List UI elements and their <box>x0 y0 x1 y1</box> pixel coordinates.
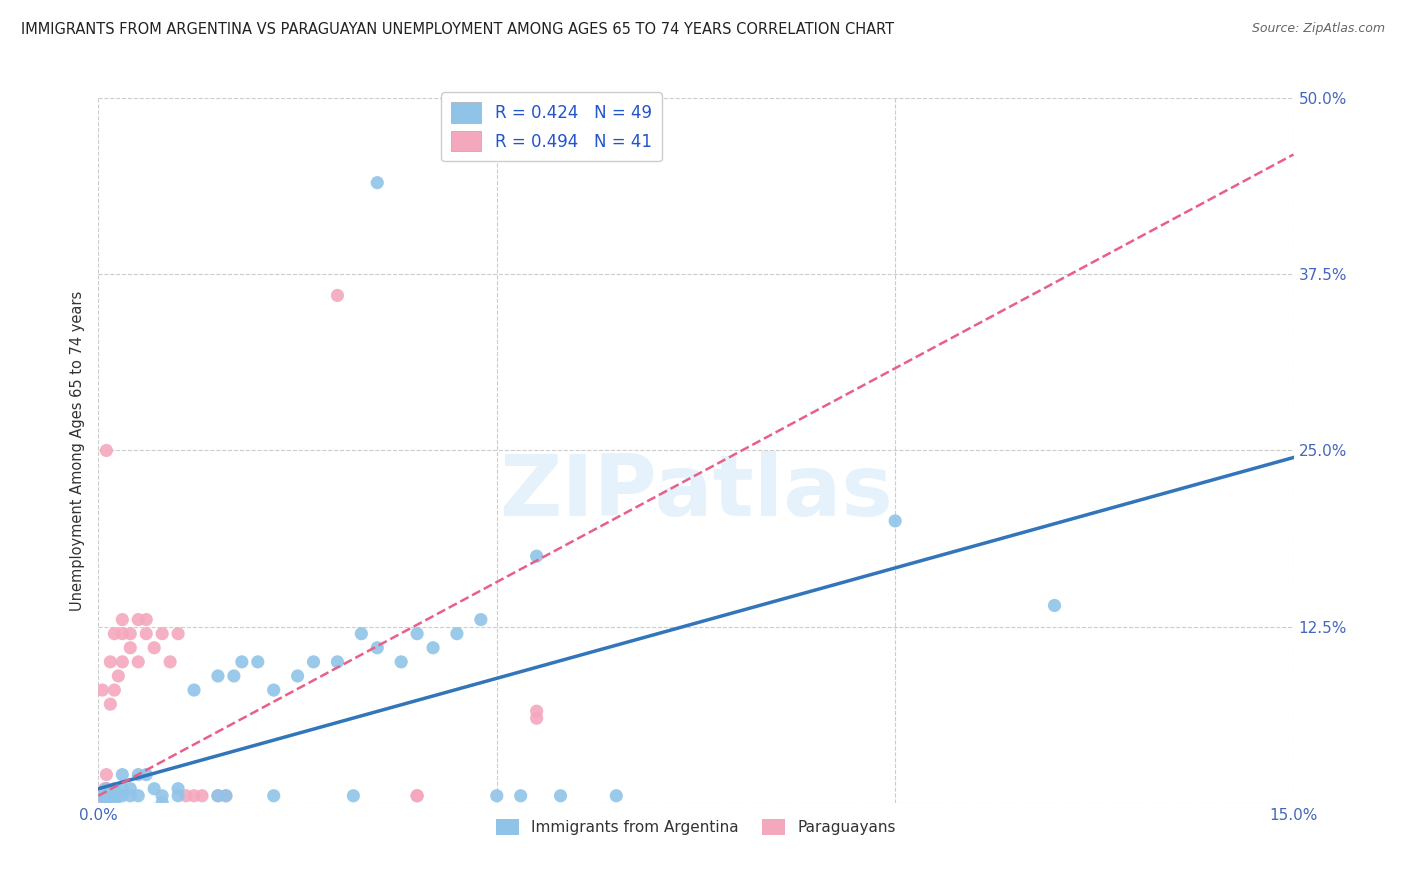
Point <box>111 767 134 781</box>
Legend: Immigrants from Argentina, Paraguayans: Immigrants from Argentina, Paraguayans <box>491 813 901 841</box>
Point <box>159 655 181 669</box>
Point <box>884 514 907 528</box>
Point <box>509 789 531 803</box>
Point <box>183 683 205 698</box>
Point <box>150 626 173 640</box>
Point <box>120 626 142 640</box>
Point <box>96 781 118 796</box>
Point <box>350 626 373 640</box>
Point <box>91 789 114 803</box>
Point <box>96 789 118 803</box>
Point <box>287 669 309 683</box>
Point <box>96 796 118 810</box>
Point <box>98 697 122 711</box>
Point <box>98 789 122 803</box>
Point <box>143 640 166 655</box>
Point <box>96 796 118 810</box>
Point <box>406 789 429 803</box>
Point <box>167 781 190 796</box>
Point <box>127 767 149 781</box>
Point <box>135 613 157 627</box>
Point <box>526 549 548 564</box>
Point <box>103 789 125 803</box>
Text: IMMIGRANTS FROM ARGENTINA VS PARAGUAYAN UNEMPLOYMENT AMONG AGES 65 TO 74 YEARS C: IMMIGRANTS FROM ARGENTINA VS PARAGUAYAN … <box>21 22 894 37</box>
Point <box>550 789 572 803</box>
Point <box>222 669 245 683</box>
Point <box>167 626 190 640</box>
Point <box>143 781 166 796</box>
Point <box>231 655 253 669</box>
Point <box>366 640 388 655</box>
Point <box>103 626 125 640</box>
Point <box>111 613 134 627</box>
Point <box>326 288 349 302</box>
Point <box>406 789 429 803</box>
Point <box>96 789 118 803</box>
Point <box>96 789 118 803</box>
Point <box>98 655 122 669</box>
Y-axis label: Unemployment Among Ages 65 to 74 years: Unemployment Among Ages 65 to 74 years <box>69 290 84 611</box>
Point <box>470 613 492 627</box>
Point <box>215 789 238 803</box>
Point <box>127 613 149 627</box>
Point <box>526 704 548 718</box>
Point <box>91 789 114 803</box>
Point <box>366 176 388 190</box>
Point <box>150 789 173 803</box>
Point <box>120 781 142 796</box>
Point <box>111 781 134 796</box>
Point <box>103 683 125 698</box>
Point <box>98 789 122 803</box>
Point <box>120 789 142 803</box>
Point <box>96 781 118 796</box>
Point <box>167 789 190 803</box>
Point <box>326 655 349 669</box>
Point <box>94 789 117 803</box>
Point <box>127 655 149 669</box>
Point <box>207 789 229 803</box>
Point <box>107 789 129 803</box>
Point <box>135 626 157 640</box>
Point <box>111 789 134 803</box>
Point <box>91 796 114 810</box>
Point <box>485 789 508 803</box>
Point <box>526 711 548 725</box>
Point <box>150 796 173 810</box>
Point <box>246 655 269 669</box>
Point <box>389 655 412 669</box>
Point <box>127 789 149 803</box>
Point <box>96 767 118 781</box>
Point <box>422 640 444 655</box>
Point <box>215 789 238 803</box>
Text: Source: ZipAtlas.com: Source: ZipAtlas.com <box>1251 22 1385 36</box>
Point <box>302 655 325 669</box>
Point <box>406 626 429 640</box>
Point <box>103 796 125 810</box>
Point <box>342 789 364 803</box>
Point <box>1043 599 1066 613</box>
Point <box>135 767 157 781</box>
Point <box>191 789 214 803</box>
Point <box>91 683 114 698</box>
Point <box>207 789 229 803</box>
Point <box>94 781 117 796</box>
Point <box>111 626 134 640</box>
Point <box>605 789 627 803</box>
Point <box>446 626 468 640</box>
Point <box>96 443 118 458</box>
Point <box>207 669 229 683</box>
Text: ZIPatlas: ZIPatlas <box>499 451 893 534</box>
Point <box>183 789 205 803</box>
Point <box>174 789 197 803</box>
Point <box>107 669 129 683</box>
Point <box>263 683 285 698</box>
Point <box>263 789 285 803</box>
Point <box>103 781 125 796</box>
Point <box>120 640 142 655</box>
Point <box>111 655 134 669</box>
